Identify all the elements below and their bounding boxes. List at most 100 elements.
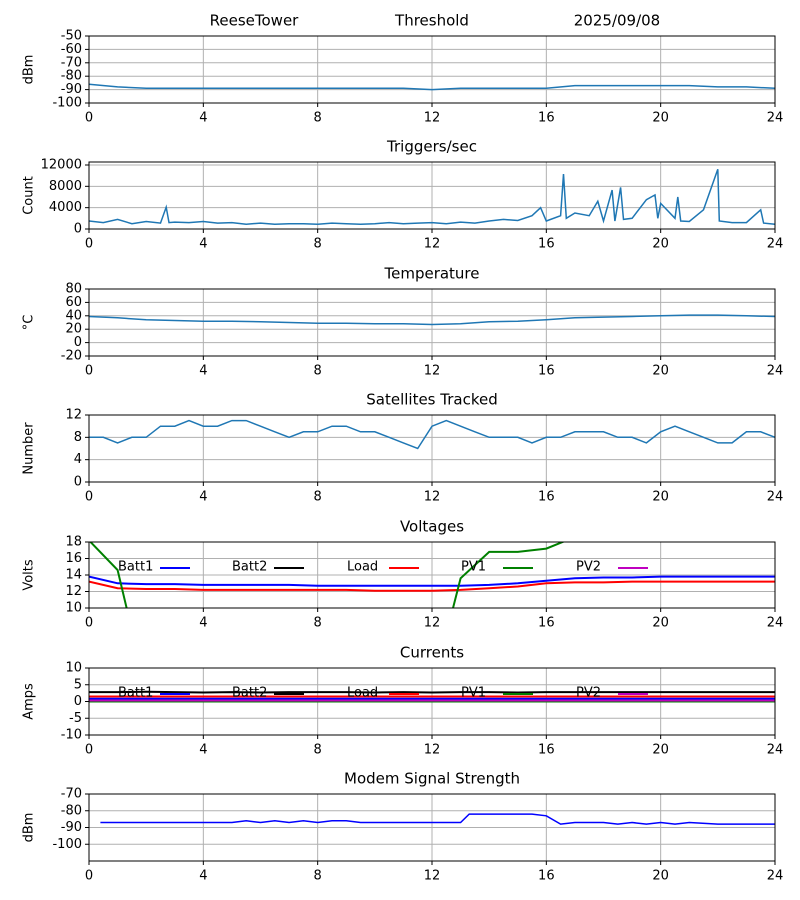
y-tick-label: 0: [74, 694, 82, 709]
series-line: [100, 813, 775, 825]
series-line: [89, 83, 775, 91]
legend-label: PV1: [461, 686, 486, 701]
x-tick-label: 0: [85, 237, 93, 252]
y-tick-label: -60: [61, 42, 82, 57]
series-line: [89, 580, 775, 592]
x-tick-label: 8: [314, 111, 322, 126]
plot-frame: [88, 161, 776, 230]
x-tick-label: 24: [767, 237, 784, 252]
x-tick-label: 12: [424, 743, 441, 758]
x-tick-label: 12: [424, 364, 441, 379]
x-tick-label: 12: [424, 869, 441, 884]
y-tick-label: 18: [65, 535, 82, 550]
x-tick-label: 16: [538, 743, 555, 758]
legend-label: PV2: [576, 560, 601, 575]
x-tick-label: 16: [538, 869, 555, 884]
x-tick-label: 20: [652, 237, 669, 252]
plot-frame: [88, 541, 776, 609]
x-tick-label: 8: [314, 869, 322, 884]
series-line: [89, 690, 775, 694]
series-line: [89, 169, 775, 225]
y-tick-label: 40: [65, 308, 82, 323]
y-tick-label: -80: [61, 69, 82, 84]
plot-frame: [88, 414, 776, 483]
y-tick-label: -100: [52, 837, 82, 852]
y-tick-label: -20: [61, 349, 82, 364]
y-axis-label: dBm: [22, 813, 37, 843]
y-tick-label: 0: [74, 222, 82, 237]
y-tick-label: 10: [65, 661, 82, 676]
x-tick-label: 0: [85, 743, 93, 758]
plot-frame: [88, 288, 776, 357]
date: 2025/09/08: [574, 12, 660, 30]
x-tick-label: 12: [424, 490, 441, 505]
x-tick-label: 24: [767, 743, 784, 758]
y-tick-label: -70: [61, 787, 82, 802]
x-tick-label: 20: [652, 364, 669, 379]
x-tick-label: 16: [538, 364, 555, 379]
y-axis-label: Amps: [22, 683, 37, 720]
x-tick-label: 16: [538, 490, 555, 505]
y-tick-label: -90: [61, 820, 82, 835]
legend-label: Batt1: [118, 686, 153, 701]
y-tick-label: 80: [65, 282, 82, 297]
x-tick-label: 20: [652, 111, 669, 126]
y-tick-label: -100: [52, 96, 82, 111]
x-tick-label: 12: [424, 237, 441, 252]
x-tick-label: 4: [199, 490, 207, 505]
x-tick-label: 20: [652, 616, 669, 631]
station-name: ReeseTower: [210, 12, 300, 30]
y-tick-label: 4: [74, 452, 82, 467]
x-tick-label: 0: [85, 616, 93, 631]
chart-title: Triggers/sec: [386, 138, 477, 156]
x-tick-label: 24: [767, 869, 784, 884]
plot-frame: [88, 667, 776, 736]
y-tick-label: 20: [65, 322, 82, 337]
y-tick-label: -90: [61, 82, 82, 97]
x-tick-label: 8: [314, 364, 322, 379]
legend-label: PV2: [576, 686, 601, 701]
chart-title: Voltages: [400, 518, 464, 536]
x-tick-label: 20: [652, 490, 669, 505]
x-tick-label: 8: [314, 237, 322, 252]
plot-frame: [88, 35, 776, 104]
y-tick-label: 5: [74, 677, 82, 692]
chart-title: Satellites Tracked: [366, 391, 497, 409]
x-tick-label: 8: [314, 490, 322, 505]
y-tick-label: 60: [65, 295, 82, 310]
chart-title: Currents: [400, 644, 464, 662]
x-tick-label: 24: [767, 490, 784, 505]
y-tick-label: 10: [65, 601, 82, 616]
x-tick-label: 24: [767, 616, 784, 631]
legend-label: Load: [347, 686, 378, 701]
x-tick-label: 20: [652, 869, 669, 884]
legend-label: Batt1: [118, 560, 153, 575]
y-tick-label: 0: [74, 475, 82, 490]
y-axis-label: Count: [22, 176, 37, 215]
y-tick-label: 8000: [49, 179, 82, 194]
x-tick-label: 8: [314, 743, 322, 758]
y-axis-label: Number: [22, 422, 37, 475]
x-tick-label: 4: [199, 111, 207, 126]
x-tick-label: 4: [199, 869, 207, 884]
y-tick-label: 8: [74, 430, 82, 445]
y-tick-label: 12000: [41, 157, 82, 172]
x-tick-label: 24: [767, 364, 784, 379]
chart-title: Threshold: [394, 12, 469, 30]
chart-title: Temperature: [383, 265, 479, 283]
x-tick-label: 4: [199, 237, 207, 252]
plot-frame: [88, 793, 776, 862]
y-tick-label: 12: [65, 408, 82, 423]
chart-title: Modem Signal Strength: [344, 770, 520, 788]
series-line: [89, 419, 775, 450]
legend-label: PV1: [461, 560, 486, 575]
x-tick-label: 16: [538, 616, 555, 631]
x-tick-label: 0: [85, 869, 93, 884]
y-tick-label: 4000: [49, 200, 82, 215]
legend-label: Batt2: [232, 686, 267, 701]
x-tick-label: 20: [652, 743, 669, 758]
series-line: [89, 575, 775, 587]
y-axis-label: °C: [22, 315, 37, 331]
x-tick-label: 4: [199, 364, 207, 379]
y-tick-label: 14: [65, 568, 82, 583]
